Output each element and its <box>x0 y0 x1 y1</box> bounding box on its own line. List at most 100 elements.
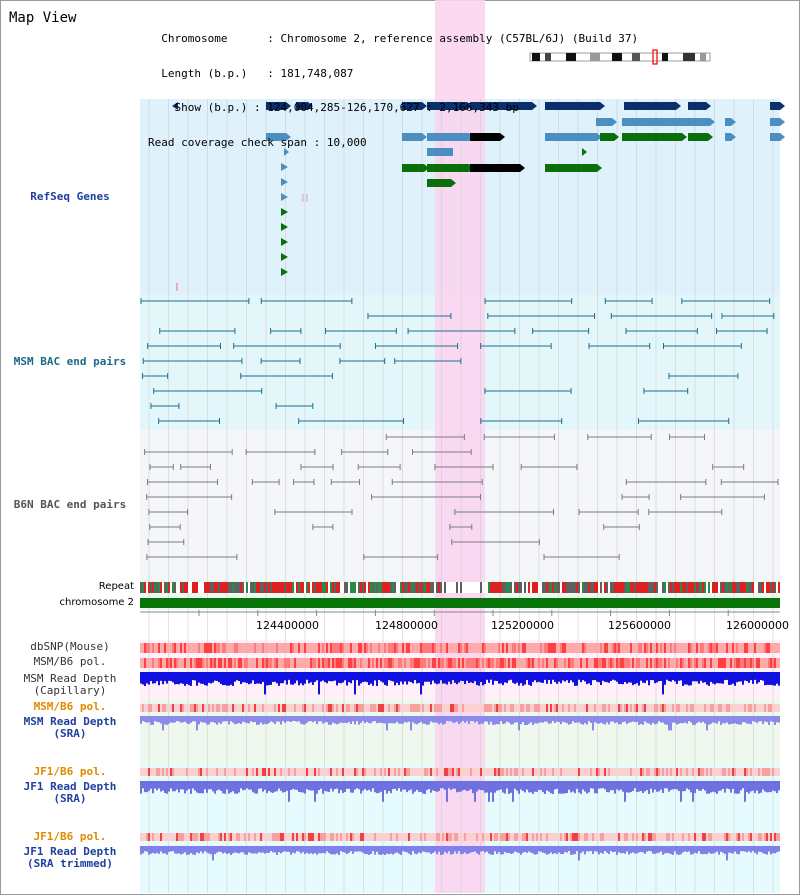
read-depth-bar <box>690 672 692 686</box>
polymorphism-segment <box>638 768 640 776</box>
polymorphism-segment <box>238 768 240 776</box>
polymorphism-segment <box>596 704 598 712</box>
polymorphism-segment <box>430 833 432 841</box>
polymorphism-segment <box>766 833 768 841</box>
read-depth-bar <box>274 846 276 853</box>
read-depth-bar <box>692 672 694 682</box>
read-depth-bar <box>288 846 290 852</box>
read-depth-bar <box>488 716 490 725</box>
read-depth-bar <box>646 846 648 852</box>
read-depth-bar <box>200 672 202 684</box>
read-depth-bar <box>570 781 572 793</box>
read-depth-bar <box>440 781 442 789</box>
read-depth-bar <box>266 781 268 794</box>
polymorphism-segment <box>510 833 512 841</box>
read-depth-bar <box>382 846 384 854</box>
track-label-msm-bac-end-pairs[interactable]: MSM BAC end pairs <box>13 355 127 368</box>
read-depth-bar <box>660 672 662 681</box>
read-depth-bar <box>514 846 516 852</box>
polymorphism-segment <box>652 643 654 653</box>
read-depth-bar <box>180 781 182 790</box>
read-depth-bar <box>542 846 544 853</box>
read-depth-bar <box>700 716 702 723</box>
repeat-segment <box>578 582 580 593</box>
track-label-refseq-genes[interactable]: RefSeq Genes <box>30 190 110 203</box>
polymorphism-segment <box>548 768 550 776</box>
polymorphism-segment <box>158 658 160 668</box>
read-depth-bar <box>492 716 494 725</box>
polymorphism-segment <box>196 704 198 712</box>
read-depth-bar <box>500 781 502 790</box>
repeat-segment <box>694 582 696 593</box>
refseq-gene-arrow <box>424 164 429 172</box>
polymorphism-segment <box>280 704 282 712</box>
polymorphism-segment <box>702 768 704 776</box>
read-depth-bar <box>388 672 390 681</box>
read-depth-bar <box>676 672 678 684</box>
polymorphism-segment <box>630 768 632 776</box>
read-depth-bar <box>716 781 718 794</box>
track-label-b6n-bac-end-pairs[interactable]: B6N BAC end pairs <box>13 498 127 511</box>
read-depth-bar <box>552 716 554 721</box>
polymorphism-segment <box>380 833 382 841</box>
read-depth-bar <box>418 781 420 792</box>
polymorphism-segment <box>636 768 638 776</box>
polymorphism-segment <box>294 833 296 841</box>
read-depth-bar <box>584 781 586 792</box>
polymorphism-segment <box>284 768 286 776</box>
polymorphism-segment <box>472 658 474 668</box>
polymorphism-segment <box>282 833 284 841</box>
read-depth-bar <box>154 672 156 684</box>
polymorphism-segment <box>258 643 260 653</box>
read-depth-bar <box>682 672 684 686</box>
read-depth-bar <box>624 672 626 682</box>
polymorphism-segment <box>468 704 470 712</box>
polymorphism-segment <box>166 643 168 653</box>
polymorphism-segment <box>664 643 666 653</box>
polymorphism-segment <box>320 704 322 712</box>
polymorphism-segment <box>198 768 200 776</box>
polymorphism-segment <box>232 833 234 841</box>
repeat-segment <box>208 582 210 593</box>
read-depth-bar <box>648 781 650 794</box>
polymorphism-segment <box>212 643 214 653</box>
polymorphism-segment <box>694 658 696 668</box>
repeat-segment <box>494 582 496 593</box>
polymorphism-segment <box>492 643 494 653</box>
polymorphism-segment <box>518 643 520 653</box>
polymorphism-segment <box>544 833 546 841</box>
polymorphism-segment <box>512 768 514 776</box>
read-depth-bar <box>228 672 230 686</box>
read-depth-bar <box>698 781 700 791</box>
polymorphism-segment <box>522 704 524 712</box>
polymorphism-segment <box>468 833 470 841</box>
read-depth-bar <box>264 846 266 854</box>
read-depth-bar <box>760 672 762 680</box>
polymorphism-segment <box>646 643 648 653</box>
read-depth-bar <box>142 781 144 789</box>
read-depth-bar <box>194 781 196 791</box>
polymorphism-segment <box>618 643 620 653</box>
polymorphism-segment <box>178 833 180 841</box>
read-depth-bar <box>170 672 172 681</box>
polymorphism-segment <box>178 658 180 668</box>
polymorphism-segment <box>564 704 566 712</box>
read-depth-bar <box>146 781 148 793</box>
polymorphism-segment <box>774 768 776 776</box>
polymorphism-segment <box>744 658 746 668</box>
read-depth-bar <box>528 716 530 724</box>
read-depth-bar <box>518 672 520 686</box>
read-depth-bar <box>362 716 364 721</box>
polymorphism-segment <box>590 704 592 712</box>
polymorphism-segment <box>290 833 292 841</box>
read-depth-bar <box>456 781 458 793</box>
read-depth-bar <box>696 716 698 724</box>
polymorphism-segment <box>554 704 556 712</box>
refseq-gene <box>266 102 286 110</box>
read-depth-bar <box>528 846 530 852</box>
read-depth-bar <box>626 672 628 684</box>
polymorphism-segment <box>170 704 172 712</box>
read-depth-bar <box>292 846 294 853</box>
polymorphism-segment <box>498 704 500 712</box>
